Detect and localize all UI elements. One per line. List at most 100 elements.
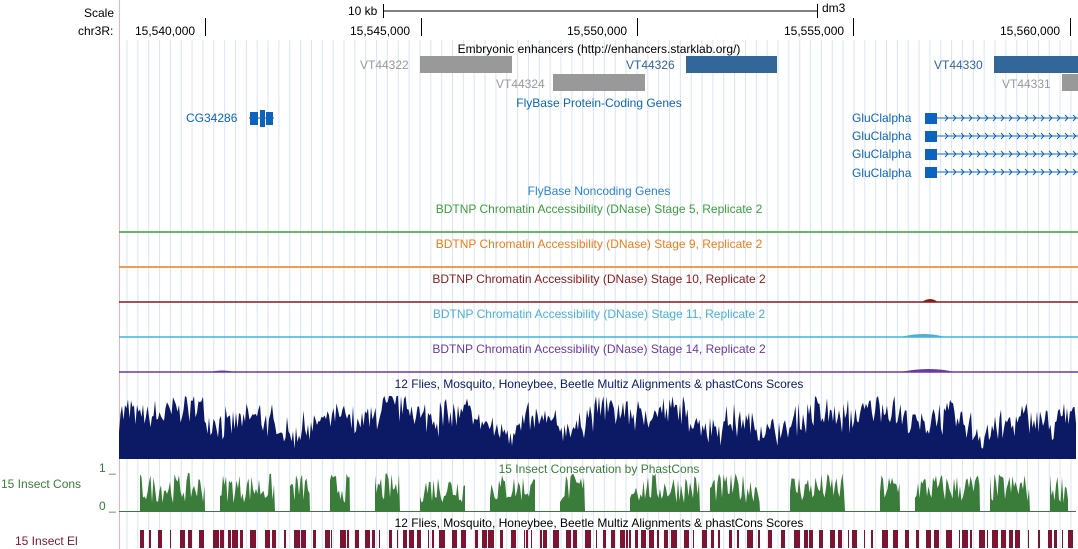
conserved-element <box>603 530 606 548</box>
conserved-element <box>804 530 808 548</box>
strand-arrow <box>992 168 997 176</box>
insect-el-side-label[interactable]: 15 Insect El <box>15 534 78 548</box>
conserved-element <box>428 530 429 548</box>
conserved-element <box>140 530 144 548</box>
strand-arrow <box>1056 114 1061 122</box>
strand-arrow <box>968 150 973 158</box>
strand-arrow <box>1048 150 1053 158</box>
flybase-noncoding-track-title[interactable]: FlyBase Noncoding Genes <box>527 184 671 198</box>
strand-arrow <box>968 168 973 176</box>
conserved-element <box>1062 530 1063 548</box>
chrom-label: chr3R: <box>78 24 114 38</box>
conserved-element <box>526 530 528 548</box>
conserved-element <box>213 530 219 548</box>
conserved-element <box>524 530 525 548</box>
conserved-element <box>871 530 873 548</box>
strand-arrow <box>1072 132 1077 140</box>
strand-arrow <box>1008 150 1013 158</box>
conserved-element <box>452 530 457 548</box>
dnase-track-title[interactable]: BDTNP Chromatin Accessibility (DNase) St… <box>432 342 766 356</box>
conserved-element <box>596 530 597 548</box>
strand-arrow <box>976 114 981 122</box>
dnase-track-title[interactable]: BDTNP Chromatin Accessibility (DNase) St… <box>432 307 766 321</box>
strand-arrow <box>1040 168 1045 176</box>
flybase-coding-track-title[interactable]: FlyBase Protein-Coding Genes <box>516 96 682 110</box>
gene-label[interactable]: GluClalpha <box>852 129 912 143</box>
conserved-element <box>158 530 162 548</box>
enhancer-item-label[interactable]: VT44324 <box>496 77 545 91</box>
enhancer-item-label[interactable]: VT44330 <box>934 58 983 72</box>
cons-wiggle <box>140 473 205 511</box>
conserved-element <box>626 530 628 548</box>
conserved-element <box>284 530 286 548</box>
gene-label[interactable]: GluClalpha <box>852 147 912 161</box>
conserved-element <box>979 530 985 548</box>
conserved-element <box>934 530 939 548</box>
strand-arrow <box>1032 132 1037 140</box>
cons-wiggle <box>1050 474 1068 511</box>
cons-wiggle <box>375 473 400 511</box>
conserved-element <box>794 530 800 548</box>
conserved-element <box>553 530 559 548</box>
strand-arrow <box>1040 150 1045 158</box>
strand-arrow <box>984 114 989 122</box>
multiz-track-title[interactable]: 12 Flies, Mosquito, Honeybee, Beetle Mul… <box>394 377 804 391</box>
conserved-element <box>170 530 171 548</box>
conserved-element <box>809 530 813 548</box>
strand-arrow <box>976 132 981 140</box>
gene-label[interactable]: GluClalpha <box>852 166 912 180</box>
strand-arrow <box>984 168 989 176</box>
conserved-element <box>620 530 625 548</box>
conserved-element <box>488 530 494 548</box>
conserved-element <box>781 530 785 548</box>
conserved-element <box>250 530 256 548</box>
conserved-element <box>417 530 421 548</box>
ruler-tick-label: 15,560,000 <box>1000 24 1061 38</box>
multiz-track-title-2[interactable]: 12 Flies, Mosquito, Honeybee, Beetle Mul… <box>394 516 804 530</box>
conserved-element <box>294 530 300 548</box>
conserved-element <box>905 530 909 548</box>
conserved-element <box>893 530 898 548</box>
conserved-element <box>1068 530 1073 548</box>
gene-label[interactable]: GluClalpha <box>852 111 912 125</box>
conserved-element <box>882 530 888 548</box>
enhancer-item-label[interactable]: VT44331 <box>1002 77 1051 91</box>
conserved-element <box>702 530 707 548</box>
conserved-element <box>838 530 842 548</box>
enhancer-item-label[interactable]: VT44326 <box>626 58 675 72</box>
strand-arrow <box>976 150 981 158</box>
conserved-element <box>848 530 849 548</box>
strand-arrow <box>944 114 949 122</box>
scale-bar-label: 10 kb <box>348 4 378 18</box>
dnase-track-title[interactable]: BDTNP Chromatin Accessibility (DNase) St… <box>435 202 763 216</box>
conserved-element <box>461 530 466 548</box>
conserved-element <box>403 530 407 548</box>
strand-arrow <box>1024 168 1029 176</box>
strand-arrow <box>960 132 965 140</box>
conserved-element <box>432 530 434 548</box>
conserved-element <box>389 530 392 548</box>
strand-arrow <box>992 132 997 140</box>
scale-label: Scale <box>84 6 115 20</box>
insect-cons-side-label[interactable]: 15 Insect Cons <box>1 477 82 491</box>
dnase-peak <box>900 334 945 337</box>
dnase-track-title[interactable]: BDTNP Chromatin Accessibility (DNase) St… <box>432 272 766 286</box>
enhancer-item-label[interactable]: VT44322 <box>360 58 409 72</box>
conserved-element <box>1009 530 1013 548</box>
conserved-element <box>1015 530 1020 548</box>
insect-cons-track-title[interactable]: 15 Insect Conservation by PhastCons <box>498 462 700 476</box>
dnase-track-title[interactable]: BDTNP Chromatin Accessibility (DNase) St… <box>435 237 763 251</box>
conserved-element <box>265 530 270 548</box>
conserved-element <box>768 530 772 548</box>
strand-arrow <box>1024 114 1029 122</box>
strand-arrow <box>1032 168 1037 176</box>
conserved-element <box>830 530 835 548</box>
strand-arrow <box>1064 168 1069 176</box>
conserved-element <box>1028 530 1029 548</box>
conserved-element <box>1001 530 1006 548</box>
gene-label[interactable]: CG34286 <box>186 111 238 125</box>
enhancers-track-title[interactable]: Embryonic enhancers (http://enhancers.st… <box>457 42 741 56</box>
strand-arrow <box>1072 150 1077 158</box>
